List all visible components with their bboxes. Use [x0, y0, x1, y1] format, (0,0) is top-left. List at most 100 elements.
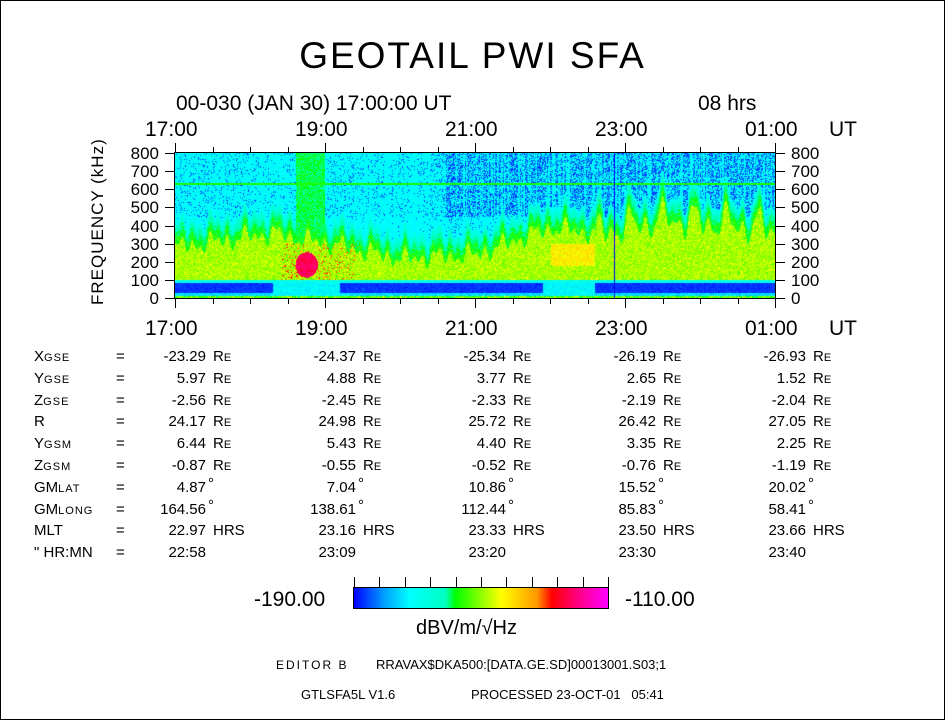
orbit-unit: RE [513, 369, 533, 387]
y-tick-right [775, 171, 785, 173]
colorbar-tick [608, 577, 609, 587]
x-tick-bottom [175, 298, 176, 308]
orbit-row-label-sub: GSM [43, 461, 72, 473]
orbit-row: ZGSM = -0.87 RE -0.55 RE -0.52 RE -0.76 RE -1.19 RE [34, 457, 914, 475]
orbit-row-label: " HR:MN [34, 544, 93, 562]
orbit-value: 4.40 [476, 435, 506, 453]
duration-label: 08 hrs [698, 92, 757, 115]
orbit-value: 138.61 [310, 500, 356, 518]
orbit-row-label-sub: GSE [43, 395, 70, 408]
orbit-unit: RE [363, 369, 383, 387]
orbit-unit: RE [663, 369, 683, 387]
orbit-value: 164.56 [160, 500, 206, 518]
orbit-unit: RE [213, 435, 233, 453]
x-tick-bottom [475, 298, 476, 308]
orbit-value: 23.16 [318, 522, 356, 540]
x-tick-bottom [437, 298, 439, 304]
orbit-value: 25.72 [468, 413, 506, 431]
orbit-unit: RE [513, 391, 533, 409]
orbit-value: 23:30 [618, 544, 656, 562]
orbit-value: 2.65 [626, 369, 656, 387]
spectrogram [175, 153, 775, 298]
bottom-x-unit-label: UT [829, 317, 857, 340]
orbit-row-label: GMLAT [34, 478, 81, 496]
y-tick-label-left: 500 [130, 198, 159, 218]
y-tick-right [775, 261, 785, 263]
y-tick-left [165, 225, 175, 227]
x-tick-bottom [212, 298, 214, 304]
y-tick-left [165, 171, 175, 173]
y-tick-label-right: 0 [791, 289, 801, 308]
y-tick-label-left: 700 [130, 162, 159, 182]
y-tick-right [775, 153, 785, 154]
orbit-value: 4.88 [326, 369, 356, 387]
y-tick-label-left: 0 [149, 289, 159, 308]
orbit-value: 58.41 [768, 500, 806, 518]
colorbar-tick [531, 577, 533, 587]
y-tick-right [775, 279, 785, 281]
orbit-value: -0.52 [471, 457, 506, 474]
y-tick-label-left: 300 [130, 234, 159, 254]
orbit-value: 22.97 [168, 522, 206, 540]
y-tick-label-right: 600 [791, 180, 820, 200]
orbit-value: -2.04 [771, 391, 806, 409]
colorbar-tick [557, 577, 559, 587]
x-tick-top [250, 147, 251, 153]
orbit-unit: ° [508, 496, 514, 514]
orbit-unit: ° [358, 496, 364, 514]
equals-sign: = [116, 348, 125, 365]
orbit-value: -25.34 [463, 348, 506, 365]
colorbar-tick [481, 577, 482, 587]
x-tick-top [437, 147, 439, 153]
orbit-row-label: R [34, 413, 45, 431]
x-tick-top [175, 143, 176, 153]
x-tick-top [287, 147, 289, 153]
orbit-unit: ° [358, 474, 364, 492]
colorbar-tick [404, 577, 406, 587]
y-tick-left [165, 298, 175, 299]
orbit-row-label-sub: LONG [58, 504, 94, 517]
orbit-row: YGSM = 6.44 RE 5.43 RE 4.40 RE 3.35 RE 2.25 RE [34, 435, 914, 453]
y-tick-left [165, 153, 175, 154]
orbit-unit: RE [213, 391, 233, 409]
orbit-value: -0.87 [171, 457, 206, 474]
orbit-value: 4.87 [176, 478, 206, 496]
orbit-value: -0.55 [321, 457, 356, 474]
y-tick-left [165, 189, 175, 191]
bottom-x-tick-label: 01:00 [745, 317, 798, 340]
x-tick-top [700, 147, 701, 153]
top-x-tick-label: 19:00 [295, 118, 348, 141]
x-tick-bottom [662, 298, 664, 304]
orbit-row-label-sub: GSE [44, 352, 71, 364]
orbit-unit: RE [663, 391, 683, 409]
x-tick-top [512, 147, 514, 153]
orbit-value: -1.19 [771, 457, 806, 474]
orbit-value: -2.19 [621, 391, 656, 409]
orbit-value: 3.35 [626, 435, 656, 453]
x-tick-top [325, 143, 326, 153]
x-tick-top [625, 143, 626, 153]
x-tick-top [587, 147, 589, 153]
orbit-value: 23.66 [768, 522, 806, 540]
orbit-unit: RE [513, 348, 533, 365]
equals-sign: = [116, 522, 125, 540]
colorbar [353, 587, 609, 609]
orbit-row: YGSE = 5.97 RE 4.88 RE 3.77 RE 2.65 RE 1.52 RE [34, 370, 914, 388]
orbit-unit: RE [513, 457, 533, 474]
top-x-tick-label: 21:00 [445, 118, 498, 141]
y-tick-label-right: 400 [791, 216, 820, 236]
orbit-value: 23.50 [618, 522, 656, 540]
y-tick-left [165, 261, 175, 263]
orbit-unit: RE [213, 348, 233, 365]
orbit-row: ZGSE = -2.56 RE -2.45 RE -2.33 RE -2.19 RE -2.04 RE [34, 392, 914, 410]
equals-sign: = [116, 435, 125, 453]
orbit-value: 7.04 [326, 478, 356, 496]
y-tick-label-left: 400 [130, 216, 159, 236]
date-time-header: 00-030 (JAN 30) 17:00:00 UT [176, 92, 452, 115]
equals-sign: = [116, 544, 125, 562]
x-tick-bottom [325, 298, 326, 308]
orbit-value: -2.56 [171, 391, 206, 409]
orbit-row: R = 24.17 RE 24.98 RE 25.72 RE 26.42 RE 27.05 RE [34, 413, 914, 431]
top-x-tick-label: 17:00 [145, 118, 198, 141]
